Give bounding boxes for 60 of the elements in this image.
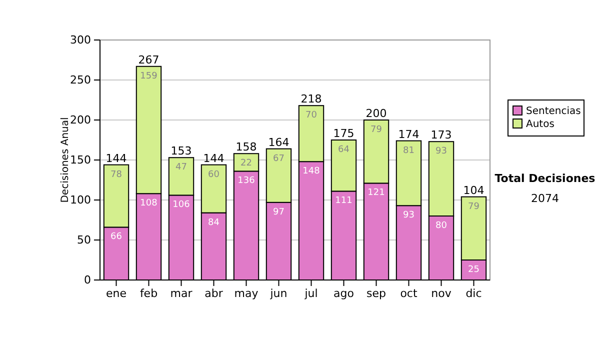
x-tick-label: feb — [140, 286, 158, 300]
x-tick-label: abr — [204, 286, 224, 300]
y-tick-label: 250 — [70, 74, 91, 87]
total-label: 174 — [398, 128, 420, 141]
x-tick-label: ene — [106, 286, 127, 300]
data-label: 25 — [468, 265, 480, 275]
x-tick-label: jun — [269, 286, 288, 300]
data-label: 78 — [110, 170, 122, 180]
data-label: 159 — [140, 71, 158, 82]
data-label: 22 — [240, 158, 252, 169]
y-tick-label: 200 — [70, 114, 91, 127]
data-label: 97 — [273, 207, 284, 218]
text: Total Decisiones — [494, 172, 596, 185]
y-tick-label: 0 — [84, 274, 91, 287]
data-label: 111 — [335, 196, 352, 206]
total-label: 218 — [300, 92, 322, 106]
data-label: 84 — [208, 218, 220, 228]
x-tick-label: mar — [170, 286, 193, 300]
data-label: 80 — [436, 221, 448, 231]
data-label: 47 — [176, 162, 187, 173]
data-label: 66 — [110, 232, 122, 242]
data-label: 136 — [238, 176, 256, 186]
data-label: 81 — [403, 146, 414, 156]
total-label: 144 — [203, 152, 224, 165]
y-axis-title: Decisiones Anual — [60, 117, 71, 203]
data-label: 79 — [370, 125, 382, 135]
total-label: 200 — [366, 107, 387, 120]
text: 2074 — [531, 192, 559, 205]
total-label: 173 — [430, 128, 452, 142]
x-tick-label: may — [234, 286, 259, 300]
total-label: 144 — [106, 152, 127, 165]
x-tick-label: dic — [466, 286, 482, 300]
data-label: 79 — [468, 202, 480, 212]
data-label: 70 — [306, 110, 318, 121]
total-label: 267 — [138, 53, 160, 66]
total-label: 158 — [236, 140, 257, 154]
data-label: 60 — [208, 170, 220, 180]
data-label: 106 — [172, 200, 190, 210]
data-label: 93 — [436, 146, 447, 157]
x-tick-label: sep — [366, 286, 386, 300]
legend-label: Autos — [526, 119, 554, 130]
total-label: 153 — [170, 144, 192, 158]
data-label: 148 — [302, 166, 320, 177]
x-tick-label: oct — [400, 286, 418, 300]
total-label: 104 — [463, 184, 484, 197]
y-tick-label: 300 — [70, 34, 91, 47]
total-label: 164 — [268, 136, 290, 149]
data-label: 64 — [338, 145, 350, 155]
x-tick-label: jul — [304, 286, 318, 300]
x-tick-label: nov — [431, 286, 452, 300]
data-label: 93 — [403, 210, 414, 221]
x-tick-label: ago — [334, 286, 354, 300]
y-tick-label: 100 — [70, 194, 91, 207]
data-label: 108 — [140, 198, 158, 209]
data-label: 67 — [273, 154, 284, 164]
y-tick-label: 50 — [77, 234, 91, 247]
legend-label: Sentencias — [526, 106, 581, 117]
data-label: 121 — [368, 188, 385, 198]
y-tick-label: 150 — [70, 154, 91, 167]
total-label: 175 — [333, 127, 354, 140]
